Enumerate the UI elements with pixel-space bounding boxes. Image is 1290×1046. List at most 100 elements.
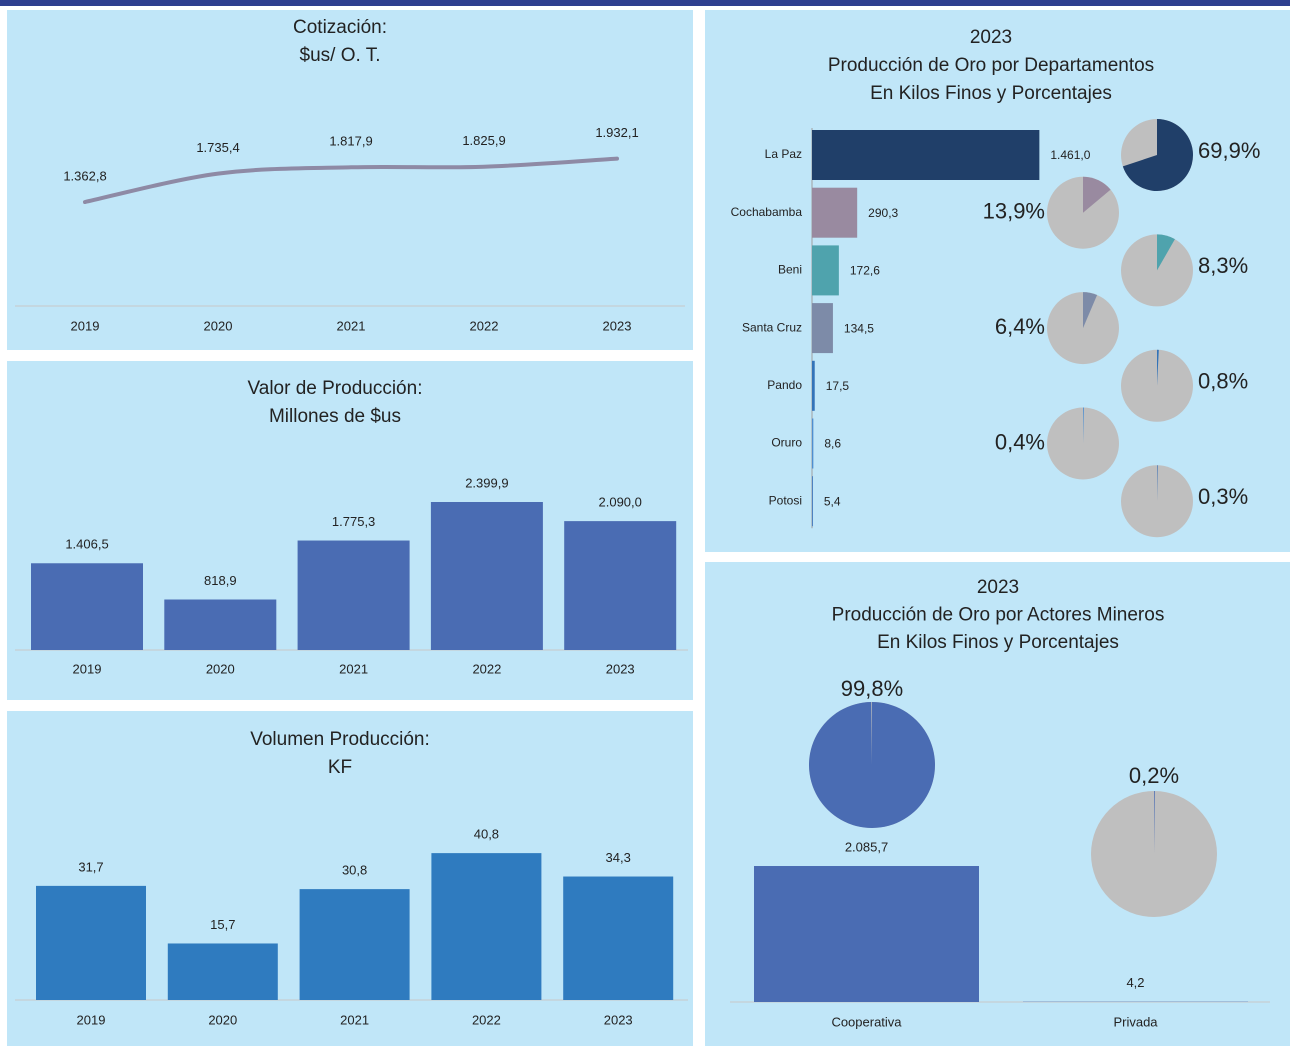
x-tick-label: Cooperativa (831, 1014, 902, 1029)
value-label: 1.406,5 (65, 537, 108, 552)
percentage-label: 0,3% (1198, 484, 1248, 509)
value-label: 290,3 (868, 206, 898, 220)
category-label: La Paz (765, 147, 802, 161)
chart-title: Millones de $us (269, 406, 401, 427)
value-label: 34,3 (606, 850, 631, 865)
value-label: 2.399,9 (465, 475, 508, 490)
bar (297, 540, 410, 650)
bar (431, 853, 542, 1000)
pie-slice (1157, 234, 1175, 271)
value-label: 1.775,3 (332, 514, 375, 529)
x-tick-label: 2019 (77, 1012, 106, 1027)
value-label: 8,6 (824, 437, 841, 451)
value-label: 1.825,9 (462, 133, 505, 148)
value-label: 134,5 (844, 321, 874, 335)
value-label: 17,5 (826, 379, 850, 393)
panel (7, 10, 693, 350)
x-tick-label: 2022 (472, 1012, 501, 1027)
x-tick-label: 2019 (71, 318, 100, 333)
bar (812, 360, 815, 411)
category-label: Potosi (769, 493, 802, 507)
bar (812, 476, 813, 527)
chart-title: 2023 (970, 27, 1012, 48)
percentage-label: 8,3% (1198, 253, 1248, 278)
value-label: 40,8 (474, 827, 499, 842)
x-tick-label: 2020 (208, 1012, 237, 1027)
value-label: 1.362,8 (63, 168, 106, 183)
x-tick-label: 2020 (206, 661, 235, 676)
pie-slice (1122, 119, 1193, 192)
x-tick-label: 2021 (337, 318, 366, 333)
value-label: 2.090,0 (599, 495, 642, 510)
value-label: 1.817,9 (329, 134, 372, 149)
bar (563, 876, 674, 1000)
pie-slice (1083, 407, 1084, 444)
chart-title: KF (328, 757, 352, 778)
value-label: 1.735,4 (196, 140, 239, 155)
pie-slice (809, 702, 936, 828)
bar (167, 943, 278, 1000)
bar (754, 866, 979, 1002)
chart-title: Producción de Oro por Actores Mineros (832, 605, 1165, 626)
pie-slice (1083, 292, 1098, 329)
value-label: 818,9 (204, 573, 237, 588)
category-label: Oruro (771, 436, 802, 450)
x-tick-label: 2019 (73, 661, 102, 676)
pie-slice (1157, 465, 1158, 502)
percentage-label: 13,9% (983, 199, 1045, 224)
x-tick-label: Privada (1113, 1014, 1158, 1029)
bar (164, 599, 277, 650)
x-tick-label: 2020 (204, 318, 233, 333)
bar (812, 418, 814, 469)
bar (299, 889, 410, 1000)
value-label: 30,8 (342, 863, 367, 878)
chart-title: 2023 (977, 577, 1019, 598)
chart-title: Producción de Oro por Departamentos (828, 55, 1154, 76)
value-label: 15,7 (210, 917, 235, 932)
panel (705, 10, 1290, 552)
x-tick-label: 2023 (606, 661, 635, 676)
category-label: Santa Cruz (742, 320, 802, 334)
chart-title: Volumen Producción: (250, 729, 430, 750)
value-label: 5,4 (824, 494, 841, 508)
value-label: 4,2 (1126, 975, 1144, 990)
x-tick-label: 2022 (472, 661, 501, 676)
percentage-label: 0,8% (1198, 369, 1248, 394)
value-label: 1.932,1 (595, 125, 638, 140)
bar (812, 303, 833, 354)
chart-title: $us/ O. T. (300, 45, 381, 66)
value-label: 172,6 (850, 264, 880, 278)
bar (812, 130, 1040, 180)
percentage-label: 0,2% (1129, 763, 1179, 788)
value-label: 2.085,7 (845, 839, 888, 854)
percentage-label: 99,8% (841, 676, 903, 701)
category-label: Cochabamba (731, 205, 803, 219)
percentage-label: 69,9% (1198, 138, 1260, 163)
chart-title: En Kilos Finos y Porcentajes (877, 632, 1119, 653)
value-label: 1.461,0 (1050, 148, 1090, 162)
x-tick-label: 2022 (470, 318, 499, 333)
percentage-label: 0,4% (995, 429, 1045, 454)
value-label: 31,7 (78, 859, 103, 874)
bar (430, 502, 543, 650)
bar (812, 245, 839, 296)
pie-slice (1157, 349, 1159, 386)
chart-title: En Kilos Finos y Porcentajes (870, 83, 1112, 104)
pie-slice (1083, 176, 1111, 213)
category-label: Pando (767, 378, 802, 392)
chart-title: Valor de Producción: (248, 378, 423, 399)
category-label: Beni (778, 263, 802, 277)
pie-slice (1154, 791, 1155, 854)
x-tick-label: 2023 (604, 1012, 633, 1027)
x-tick-label: 2021 (339, 661, 368, 676)
line (83, 156, 619, 205)
bar (31, 563, 143, 650)
bar (812, 187, 858, 238)
chart-title: Cotización: (293, 17, 387, 38)
bar (564, 521, 677, 650)
top-band (0, 0, 1290, 6)
percentage-label: 6,4% (995, 314, 1045, 339)
x-tick-label: 2023 (603, 318, 632, 333)
